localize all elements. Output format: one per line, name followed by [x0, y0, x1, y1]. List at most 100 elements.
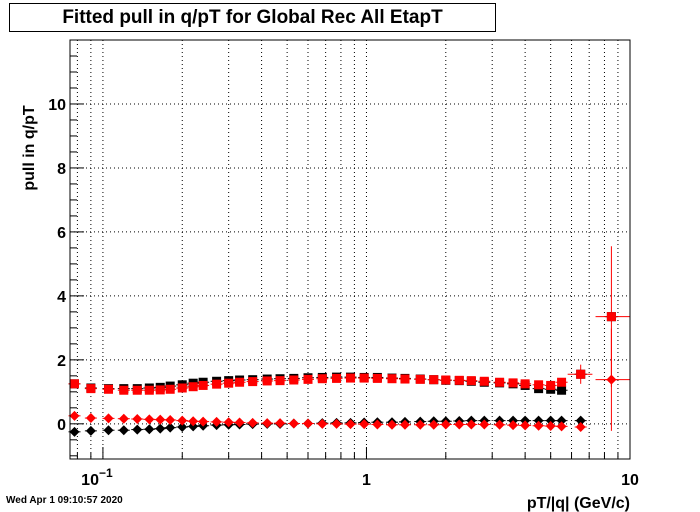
- diamond-marker: [454, 419, 465, 430]
- diamond-marker: [144, 414, 155, 425]
- square-marker: [387, 374, 397, 384]
- timestamp: Wed Apr 1 09:10:57 2020: [6, 495, 123, 506]
- diamond-marker: [288, 418, 299, 429]
- diamond-marker: [234, 417, 245, 428]
- chart-title: Fitted pull in q/pT for Global Rec All E…: [62, 6, 443, 28]
- diamond-marker: [575, 415, 586, 426]
- x-tick-exponent: −1: [99, 466, 113, 480]
- square-marker: [359, 373, 369, 383]
- diamond-marker: [520, 420, 531, 431]
- diamond-marker: [188, 421, 199, 432]
- square-marker: [262, 376, 272, 386]
- diamond-marker: [372, 419, 383, 430]
- diamond-marker: [533, 415, 544, 426]
- square-marker: [520, 379, 530, 389]
- grid-lines: [70, 40, 631, 459]
- diamond-marker: [262, 418, 273, 429]
- diamond-marker: [508, 420, 519, 431]
- x-axis-label: pT/|q| (GeV/c): [527, 495, 630, 512]
- diamond-marker: [533, 420, 544, 431]
- square-marker: [508, 378, 518, 388]
- square-marker: [479, 376, 489, 386]
- diamond-marker: [85, 425, 96, 436]
- diamond-marker: [155, 423, 166, 434]
- diamond-marker: [165, 414, 176, 425]
- y-tick-label: 10: [48, 97, 66, 114]
- square-marker: [372, 373, 382, 383]
- diamond-marker: [545, 421, 556, 432]
- diamond-marker: [132, 414, 143, 425]
- square-marker: [212, 379, 222, 389]
- square-marker: [546, 380, 556, 390]
- square-marker: [275, 376, 285, 386]
- diamond-marker: [211, 416, 222, 427]
- diamond-marker: [118, 425, 129, 436]
- chart-title-box: Fitted pull in q/pT for Global Rec All E…: [9, 3, 496, 32]
- diamond-marker: [302, 418, 313, 429]
- square-marker: [132, 385, 142, 395]
- square-marker: [557, 377, 567, 387]
- square-marker: [289, 375, 299, 385]
- square-marker: [429, 375, 439, 385]
- diamond-marker: [556, 421, 567, 432]
- square-marker: [606, 312, 616, 322]
- diamond-marker: [415, 419, 426, 430]
- diamond-marker: [387, 419, 398, 430]
- x-tick-label: 10: [621, 472, 639, 489]
- square-marker: [303, 374, 313, 384]
- diamond-marker: [103, 425, 114, 436]
- diamond-marker: [466, 419, 477, 430]
- diamond-marker: [188, 416, 199, 427]
- square-marker: [119, 385, 129, 395]
- y-tick-label: 0: [57, 417, 66, 434]
- diamond-marker: [331, 418, 342, 429]
- square-marker: [400, 374, 410, 384]
- square-marker: [466, 376, 476, 386]
- square-marker: [317, 374, 327, 384]
- y-tick-label: 2: [57, 353, 66, 370]
- axis-ticks: [70, 55, 631, 459]
- y-tick-label: 8: [57, 161, 66, 178]
- y-axis-label: pull in q/pT: [21, 105, 38, 191]
- square-marker: [235, 377, 245, 387]
- square-marker: [495, 377, 505, 387]
- x-tick-label: 1: [362, 472, 371, 489]
- y-tick-label: 4: [57, 289, 66, 306]
- square-marker: [534, 380, 544, 390]
- square-marker: [454, 375, 464, 385]
- plot-frame: [69, 39, 631, 460]
- diamond-marker: [317, 418, 328, 429]
- square-marker: [165, 384, 175, 394]
- square-marker: [576, 369, 586, 379]
- diamond-marker: [247, 417, 258, 428]
- diamond-marker: [399, 419, 410, 430]
- diamond-marker: [144, 424, 155, 435]
- diamond-marker: [155, 414, 166, 425]
- square-marker: [248, 377, 258, 387]
- square-marker: [198, 380, 208, 390]
- diamond-marker: [85, 413, 96, 424]
- diamond-marker: [275, 418, 286, 429]
- diamond-marker: [132, 424, 143, 435]
- square-marker: [104, 384, 114, 394]
- diamond-marker: [118, 413, 129, 424]
- square-marker: [224, 378, 234, 388]
- diamond-marker: [428, 419, 439, 430]
- diamond-marker: [69, 426, 80, 437]
- diamond-marker: [177, 415, 188, 426]
- square-marker: [415, 374, 425, 384]
- diamond-marker: [556, 415, 567, 426]
- diamond-marker: [103, 413, 114, 424]
- y-tick-label: 6: [57, 225, 66, 242]
- square-marker: [188, 382, 198, 392]
- diamond-marker: [177, 422, 188, 433]
- square-marker: [69, 379, 79, 389]
- square-marker: [144, 385, 154, 395]
- diamond-marker: [345, 419, 356, 430]
- diamond-marker: [69, 410, 80, 421]
- diamond-marker: [545, 415, 556, 426]
- diamond-marker: [575, 422, 586, 433]
- diamond-marker: [223, 417, 234, 428]
- square-marker: [557, 385, 567, 395]
